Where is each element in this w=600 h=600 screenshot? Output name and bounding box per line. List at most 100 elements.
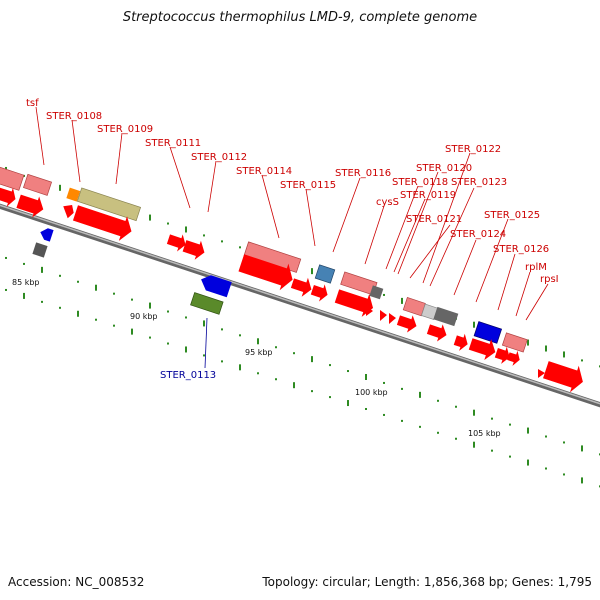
gene-label-ster-0120[interactable]: STER_0120 (416, 163, 472, 174)
minor-tick (455, 405, 457, 408)
gene-block[interactable] (369, 285, 384, 300)
accession-text: Accession: NC_008532 (8, 575, 145, 589)
gene-label-tsf[interactable]: tsf (26, 98, 39, 109)
minor-tick (131, 298, 133, 301)
gene-label-ster-0116[interactable]: STER_0116 (335, 168, 391, 179)
gene-label-rpsi[interactable]: rpsI (540, 274, 559, 285)
gene-block[interactable] (243, 241, 302, 273)
gene-block[interactable] (66, 187, 81, 202)
minor-tick (221, 328, 223, 331)
minor-tick (311, 390, 313, 393)
gene-arrow[interactable] (426, 321, 450, 344)
gene-arrow[interactable] (538, 369, 545, 378)
gene-arrow[interactable] (333, 285, 377, 320)
gene-arrow[interactable] (389, 313, 396, 324)
minor-tick (149, 336, 151, 339)
gene-label-ster-0124[interactable]: STER_0124 (450, 229, 506, 240)
major-tick (95, 284, 97, 291)
major-tick (527, 459, 529, 466)
minor-tick (581, 359, 583, 362)
minor-tick (185, 316, 187, 319)
gene-block[interactable] (421, 303, 439, 321)
gene-arrow[interactable] (23, 173, 53, 196)
gene-block[interactable] (32, 242, 48, 258)
gene-arrow[interactable] (541, 356, 587, 395)
minor-tick (383, 413, 385, 416)
major-tick (581, 477, 583, 484)
gene-arrow[interactable] (467, 333, 499, 362)
gene-arrow[interactable] (0, 183, 19, 209)
major-tick (527, 339, 529, 346)
gene-arrow[interactable] (366, 306, 373, 316)
gene-block[interactable] (473, 321, 503, 344)
gene-label-ster-0125[interactable]: STER_0125 (484, 210, 540, 221)
minor-tick (401, 419, 403, 422)
gene-arrow[interactable] (237, 250, 297, 294)
major-tick (311, 268, 313, 275)
minor-tick (365, 407, 367, 410)
gene-arrow[interactable] (0, 166, 25, 191)
gene-block[interactable] (76, 187, 142, 222)
gene-block[interactable] (433, 306, 459, 327)
gene-label-ster-0126[interactable]: STER_0126 (493, 244, 549, 255)
minor-tick (437, 431, 439, 434)
major-tick (131, 328, 133, 335)
gene-arrow[interactable] (198, 273, 232, 298)
minor-tick (455, 437, 457, 440)
gene-label-rplm[interactable]: rplM (525, 262, 547, 273)
minor-tick (275, 346, 277, 349)
map-title: Streptococcus thermophilus LMD-9, comple… (122, 10, 478, 25)
minor-tick (59, 274, 61, 277)
major-tick (185, 226, 187, 233)
minor-tick (509, 455, 511, 458)
gene-arrow[interactable] (310, 281, 331, 303)
gene-labels: tsf STER_0108 STER_0109 STER_0111 STER_0… (12, 98, 559, 438)
gene-block[interactable] (314, 264, 336, 284)
gene-label-ster-0123[interactable]: STER_0123 (451, 177, 507, 188)
gene-arrow[interactable] (71, 201, 135, 244)
gene-arrow[interactable] (60, 202, 76, 219)
gene-label-ster-0113[interactable]: STER_0113 (160, 370, 216, 381)
gene-label-ster-0115[interactable]: STER_0115 (280, 180, 336, 191)
gene-arrow[interactable] (289, 274, 314, 299)
minor-tick (77, 280, 79, 283)
gene-label-cyss[interactable]: cysS (376, 197, 399, 208)
gene-label-ster-0119[interactable]: STER_0119 (400, 190, 456, 201)
gene-label-ster-0111[interactable]: STER_0111 (145, 138, 201, 149)
gene-label-ster-0118[interactable]: STER_0118 (392, 177, 448, 188)
minor-tick (41, 300, 43, 303)
gene-arrow[interactable] (15, 191, 47, 220)
gene-arrow[interactable] (452, 332, 470, 353)
gene-arrow[interactable] (396, 312, 420, 335)
gene-features (0, 166, 587, 395)
scale-label-105kbp: 105 kbp (468, 429, 501, 438)
gene-label-ster-0112[interactable]: STER_0112 (191, 152, 247, 163)
major-tick (23, 292, 25, 299)
major-tick (365, 373, 367, 380)
major-tick (77, 310, 79, 317)
gene-label-ster-0109[interactable]: STER_0109 (97, 124, 153, 135)
major-tick (473, 409, 475, 416)
gene-arrow[interactable] (38, 226, 54, 242)
genome-backbone-highlight (0, 204, 600, 405)
minor-tick (563, 441, 565, 444)
gene-label-ster-0114[interactable]: STER_0114 (236, 166, 292, 177)
gene-arrow[interactable] (181, 236, 207, 262)
scale-label-90kbp: 90 kbp (130, 312, 158, 321)
gene-block[interactable] (501, 332, 528, 353)
minor-tick (329, 364, 331, 367)
gene-arrow[interactable] (494, 344, 513, 365)
minor-tick (203, 354, 205, 357)
gene-label-ster-0122[interactable]: STER_0122 (445, 144, 501, 155)
genome-backbone (0, 203, 600, 408)
gene-block[interactable] (190, 292, 224, 315)
gene-label-ster-0121[interactable]: STER_0121 (406, 214, 462, 225)
minor-tick (221, 240, 223, 243)
gene-arrow[interactable] (166, 231, 189, 254)
major-tick (257, 338, 259, 345)
gene-arrow[interactable] (380, 310, 387, 321)
gene-label-ster-0108[interactable]: STER_0108 (46, 111, 102, 122)
gene-arrow[interactable] (506, 349, 522, 368)
